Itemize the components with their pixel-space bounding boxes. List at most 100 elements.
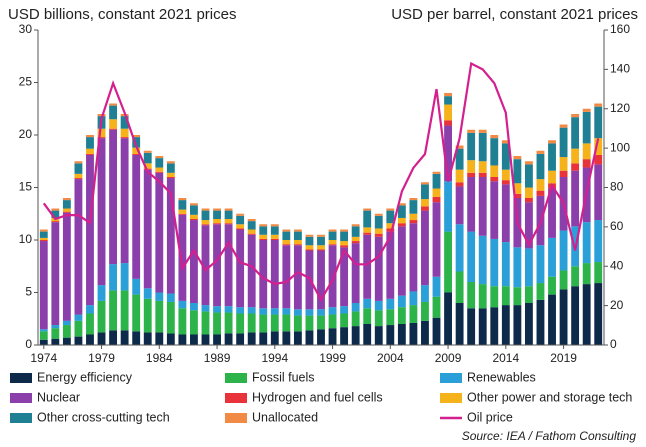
legend-swatch [10, 413, 32, 423]
bar-segment [178, 200, 187, 210]
legend-label: Renewables [467, 370, 536, 384]
y2-tick-label: 20 [610, 298, 624, 312]
bar-segment [236, 229, 245, 308]
bar-segment [109, 105, 118, 120]
bar-segment [247, 219, 256, 222]
legend-swatch [440, 393, 462, 403]
bar-segment [51, 210, 60, 218]
bar-segment [524, 198, 533, 203]
bar-segment [259, 224, 268, 227]
bar-segment [259, 226, 268, 235]
bar-segment [351, 241, 360, 244]
y-tick-label: 5 [25, 285, 32, 299]
bar-segment [328, 229, 337, 232]
bar-segment [421, 182, 429, 185]
bar-segment [340, 231, 349, 242]
bar-segment [467, 308, 476, 345]
bar-segment [293, 244, 302, 246]
bar-segment [62, 200, 71, 209]
bar-segment [213, 224, 221, 307]
bar-segment [74, 173, 83, 179]
bar-segment [513, 159, 522, 184]
bar-segment [282, 231, 291, 240]
bar-segment [374, 228, 383, 234]
bar-segment [351, 303, 360, 312]
bar-segment [282, 240, 291, 245]
bar-segment [340, 327, 349, 345]
legend-swatch [10, 393, 32, 403]
bar-segment [548, 294, 556, 345]
bar-segment [363, 208, 372, 211]
bar-segment [582, 222, 591, 264]
bar-segment [397, 307, 406, 324]
bar-segment [120, 128, 129, 138]
bar-segment [548, 170, 556, 184]
bar-segment [536, 153, 545, 180]
bar-segment [39, 241, 48, 330]
bar-segment [513, 287, 522, 306]
bar-segment [109, 129, 118, 265]
bar-segment [62, 337, 71, 345]
bar-segment [270, 234, 279, 239]
bar-segment [432, 296, 441, 318]
bar-segment [236, 215, 245, 225]
bar-segment [155, 292, 164, 301]
bar-segment [166, 163, 175, 173]
bar-segment [374, 213, 383, 216]
bar-segment [213, 208, 221, 211]
bar-segment [97, 128, 106, 138]
bar-segment [524, 303, 533, 345]
bar-segment [178, 214, 187, 301]
bar-segment [524, 202, 533, 249]
bar-segment [317, 249, 325, 251]
bar-segment [259, 240, 268, 309]
bar-segment [594, 138, 603, 155]
bar-segment [444, 120, 452, 126]
bar-segment [467, 172, 476, 177]
bar-segment [259, 308, 268, 315]
bar-segment [213, 210, 221, 219]
bar-segment [559, 170, 568, 177]
bar-segment [467, 177, 476, 232]
bar-segment [97, 332, 106, 345]
bar-segment [74, 161, 83, 164]
bar-segment [74, 163, 83, 174]
bar-segment [190, 214, 198, 219]
bar-segment [178, 334, 187, 345]
bar-segment [224, 224, 233, 307]
bar-segment [548, 276, 556, 295]
bar-segment [501, 184, 510, 243]
bar-segment [455, 186, 464, 225]
bar-segment [328, 245, 337, 308]
x-tick-label: 1989 [204, 351, 231, 365]
bar-segment [155, 158, 164, 168]
bar-segment [490, 138, 499, 166]
legend-swatch [225, 393, 247, 403]
bar-segment [86, 334, 94, 345]
bar-segment [513, 183, 522, 194]
bar-segment [501, 305, 510, 345]
legend-swatch [225, 413, 247, 423]
bar-segment [397, 324, 406, 345]
bar-segment [501, 140, 510, 144]
bar-segment [132, 154, 141, 279]
bar-segment [120, 137, 129, 139]
bar-segment [351, 236, 360, 242]
bar-segment [594, 106, 603, 139]
bar-segment [455, 224, 464, 272]
bar-segment [490, 181, 499, 239]
bar-segment [467, 231, 476, 282]
bar-segment [363, 324, 372, 345]
bar-segment [351, 326, 360, 345]
bar-segment [293, 240, 302, 245]
bar-segment [374, 326, 383, 345]
bar-segment [236, 333, 245, 345]
bar-segment [374, 215, 383, 229]
bar-segment [490, 286, 499, 308]
bar-segment [86, 137, 94, 149]
bar-segment [490, 135, 499, 139]
x-tick-label: 2004 [377, 351, 404, 365]
bar-segment [374, 300, 383, 311]
bar-segment [397, 295, 406, 308]
